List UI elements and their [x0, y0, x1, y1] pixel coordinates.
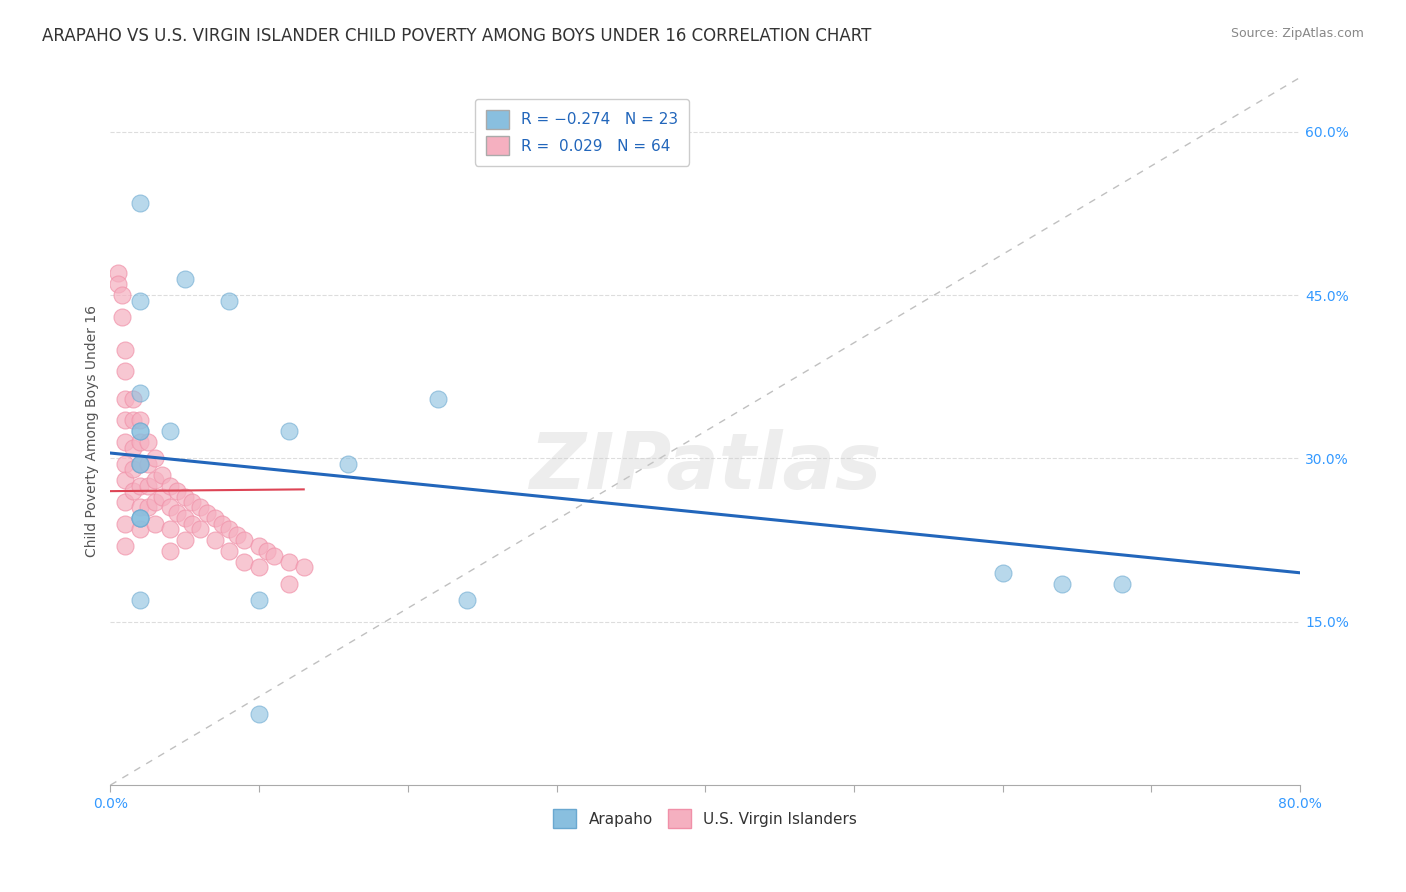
- Point: [114, 413, 136, 427]
- Point: [152, 490, 174, 504]
- Point: [129, 511, 152, 525]
- Point: [159, 424, 181, 438]
- Point: [107, 267, 129, 281]
- Point: [277, 555, 299, 569]
- Point: [121, 392, 143, 406]
- Point: [166, 484, 188, 499]
- Point: [277, 576, 299, 591]
- Point: [111, 288, 134, 302]
- Point: [225, 527, 247, 541]
- Point: [337, 457, 360, 471]
- Point: [173, 272, 195, 286]
- Point: [159, 500, 181, 515]
- Point: [143, 451, 166, 466]
- Point: [129, 500, 152, 515]
- Point: [136, 457, 159, 471]
- Point: [111, 310, 134, 324]
- Point: [136, 479, 159, 493]
- Legend: Arapaho, U.S. Virgin Islanders: Arapaho, U.S. Virgin Islanders: [547, 803, 863, 834]
- Point: [218, 293, 240, 308]
- Point: [195, 506, 218, 520]
- Text: ZIPatlas: ZIPatlas: [529, 429, 882, 505]
- Point: [247, 593, 270, 607]
- Point: [114, 495, 136, 509]
- Point: [143, 516, 166, 531]
- Point: [129, 511, 152, 525]
- Point: [247, 707, 270, 722]
- Y-axis label: Child Poverty Among Boys Under 16: Child Poverty Among Boys Under 16: [86, 305, 100, 558]
- Point: [152, 467, 174, 482]
- Point: [121, 413, 143, 427]
- Point: [211, 516, 233, 531]
- Point: [114, 392, 136, 406]
- Point: [181, 495, 204, 509]
- Point: [218, 522, 240, 536]
- Point: [129, 593, 152, 607]
- Text: ARAPAHO VS U.S. VIRGIN ISLANDER CHILD POVERTY AMONG BOYS UNDER 16 CORRELATION CH: ARAPAHO VS U.S. VIRGIN ISLANDER CHILD PO…: [42, 27, 872, 45]
- Point: [129, 457, 152, 471]
- Point: [136, 435, 159, 450]
- Point: [218, 544, 240, 558]
- Point: [129, 511, 152, 525]
- Point: [114, 457, 136, 471]
- Point: [114, 343, 136, 357]
- Point: [277, 424, 299, 438]
- Point: [129, 457, 152, 471]
- Point: [159, 479, 181, 493]
- Point: [204, 533, 226, 548]
- Point: [107, 277, 129, 292]
- Point: [143, 495, 166, 509]
- Point: [256, 544, 278, 558]
- Point: [292, 560, 315, 574]
- Point: [247, 560, 270, 574]
- Point: [991, 566, 1014, 580]
- Point: [247, 539, 270, 553]
- Point: [121, 484, 143, 499]
- Point: [456, 593, 478, 607]
- Text: Source: ZipAtlas.com: Source: ZipAtlas.com: [1230, 27, 1364, 40]
- Point: [136, 500, 159, 515]
- Point: [129, 195, 152, 210]
- Point: [114, 473, 136, 487]
- Point: [129, 293, 152, 308]
- Point: [129, 435, 152, 450]
- Point: [129, 522, 152, 536]
- Point: [181, 516, 204, 531]
- Point: [143, 473, 166, 487]
- Point: [114, 435, 136, 450]
- Point: [114, 516, 136, 531]
- Point: [114, 539, 136, 553]
- Point: [159, 522, 181, 536]
- Point: [129, 424, 152, 438]
- Point: [188, 500, 211, 515]
- Point: [173, 490, 195, 504]
- Point: [159, 544, 181, 558]
- Point: [173, 533, 195, 548]
- Point: [1111, 576, 1133, 591]
- Point: [173, 511, 195, 525]
- Point: [129, 424, 152, 438]
- Point: [166, 506, 188, 520]
- Point: [263, 549, 285, 564]
- Point: [1050, 576, 1073, 591]
- Point: [129, 479, 152, 493]
- Point: [121, 441, 143, 455]
- Point: [129, 386, 152, 401]
- Point: [121, 462, 143, 476]
- Point: [233, 533, 256, 548]
- Point: [233, 555, 256, 569]
- Point: [129, 413, 152, 427]
- Point: [426, 392, 449, 406]
- Point: [204, 511, 226, 525]
- Point: [114, 364, 136, 378]
- Point: [188, 522, 211, 536]
- Point: [129, 457, 152, 471]
